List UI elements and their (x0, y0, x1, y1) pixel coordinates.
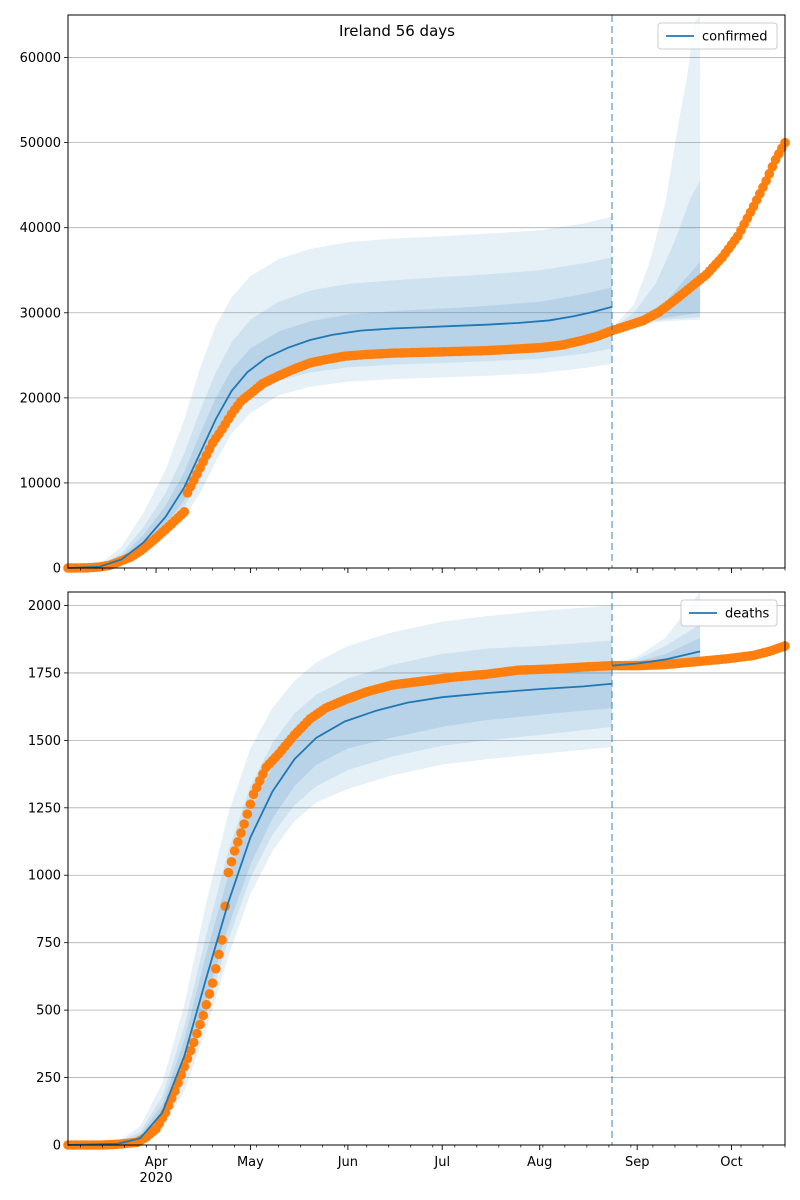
confirmed-forecast-band (612, 15, 701, 330)
deaths-forecast-band (612, 592, 701, 666)
confirmed-y-tick-label: 30000 (20, 306, 61, 321)
deaths-observed-point (214, 949, 224, 960)
x-tick-label: Apr (145, 1155, 168, 1170)
deaths-y-tick-label: 1750 (28, 666, 61, 681)
confirmed-confidence-band (68, 287, 613, 568)
confirmed-y-tick-label: 40000 (20, 221, 61, 236)
confirmed-legend: confirmed (657, 22, 778, 50)
deaths-model-line (67, 682, 613, 1146)
figure-title: Ireland 56 days (339, 22, 455, 40)
deaths-observed-point (198, 1010, 209, 1021)
deaths-forecast-band (612, 624, 701, 666)
x-tick-label: Oct (720, 1155, 742, 1170)
deaths-axes-frame (67, 591, 786, 1146)
confirmed-y-tick-label: 10000 (20, 476, 61, 491)
confirmed-y-tick-label: 60000 (20, 51, 61, 66)
deaths-y-tick-label: 1500 (28, 734, 61, 749)
confirmed-y-tick-label: 0 (53, 562, 61, 577)
deaths-observed-point (226, 856, 237, 867)
deaths-observed-point (242, 809, 253, 819)
deaths-legend-label: deaths (725, 607, 770, 622)
deaths-forecast-line (611, 650, 701, 667)
deaths-observed-point (217, 935, 227, 945)
x-tick-label: Sep (625, 1155, 650, 1170)
deaths-y-tick-label: 1000 (28, 869, 61, 884)
deaths-observed-point (245, 799, 256, 810)
confirmed-confidence-band (68, 257, 613, 568)
confirmed-legend-box (657, 22, 778, 50)
deaths-observed-point (223, 867, 234, 878)
deaths-confidence-band (68, 605, 613, 1145)
x-tick-label: Aug (527, 1155, 552, 1170)
deaths-observed-point (236, 828, 246, 838)
confirmed-forecast-band (612, 261, 701, 330)
deaths-observed-point (207, 978, 218, 988)
deaths-observed-point (211, 963, 221, 974)
deaths-y-tick-label: 1250 (28, 801, 61, 816)
deaths-y-tick-label: 750 (36, 936, 61, 951)
deaths-observed-point (229, 846, 240, 856)
deaths-observed-point (195, 1019, 205, 1030)
deaths-observed-point (192, 1028, 202, 1039)
confirmed-panel: 0 10000 20000 30000 40000 50000 60000 confirmed (20, 14, 790, 577)
deaths-observed-point (204, 989, 215, 999)
confirmed-legend-label: confirmed (702, 30, 768, 45)
x-tick-label: May (237, 1155, 264, 1170)
x-tick-label: Jun (337, 1155, 358, 1170)
deaths-observed-point (185, 1045, 196, 1056)
confirmed-model-line (67, 305, 613, 569)
confirmed-y-tick-label: 50000 (20, 136, 61, 151)
confirmed-y-tick-label: 20000 (20, 391, 61, 406)
deaths-observed-point (233, 837, 243, 847)
deaths-legend: deaths (680, 599, 778, 627)
x-tick-label: Jul (433, 1155, 450, 1170)
confirmed-observed-point (179, 507, 190, 517)
deaths-y-tick-label: 0 (53, 1139, 61, 1154)
deaths-observed-point (239, 819, 249, 829)
deaths-observed-point (188, 1037, 199, 1048)
deaths-y-tick-label: 500 (36, 1004, 61, 1019)
confirmed-confidence-band (68, 216, 613, 568)
deaths-legend-box (680, 599, 778, 627)
confirmed-axes-frame (67, 14, 786, 569)
deaths-y-tick-label: 2000 (28, 599, 61, 614)
deaths-y-tick-label: 250 (36, 1071, 61, 1086)
x-year-label: 2020 (140, 1171, 173, 1186)
deaths-observed-point (201, 999, 212, 1010)
